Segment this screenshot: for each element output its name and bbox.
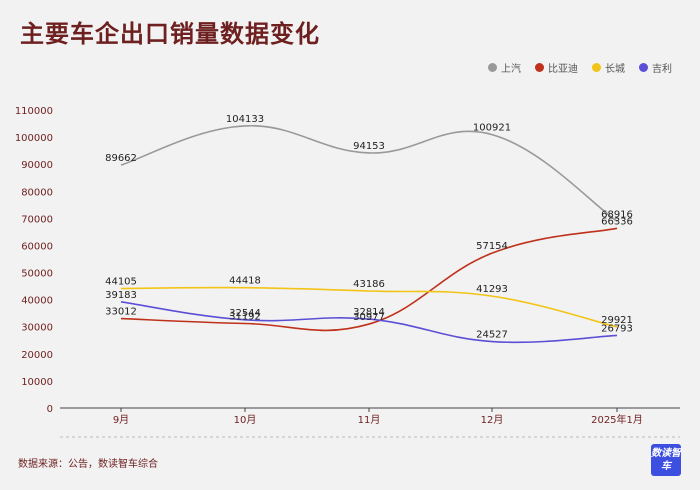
data-label: 66336 <box>601 216 633 227</box>
y-tick-label: 50000 <box>21 269 53 280</box>
data-label: 100921 <box>473 123 511 134</box>
legend-marker <box>488 63 497 72</box>
y-tick-label: 10000 <box>21 377 53 388</box>
x-tick-label: 11月 <box>358 414 381 426</box>
series-line-0 <box>120 125 618 222</box>
data-label: 32544 <box>229 308 261 319</box>
data-source-note: 数据来源：公告，数读智车综合 <box>18 459 158 470</box>
data-label: 24527 <box>476 330 508 341</box>
legend-label: 上汽 <box>501 64 521 75</box>
data-label: 29921 <box>601 315 633 326</box>
legend-label: 吉利 <box>652 64 672 75</box>
y-tick-label: 110000 <box>15 106 53 117</box>
data-label: 44418 <box>229 276 261 287</box>
data-label: 30977 <box>353 312 385 323</box>
data-label: 68916 <box>601 209 633 220</box>
legend-marker <box>535 63 544 72</box>
chart-title: 主要车企出口销量数据变化 <box>20 20 320 48</box>
y-tick-label: 0 <box>47 404 53 415</box>
y-tick-label: 90000 <box>21 160 53 171</box>
y-tick-label: 70000 <box>21 214 53 225</box>
legend-label: 比亚迪 <box>548 64 578 75</box>
legend-marker <box>639 63 648 72</box>
series-line-3 <box>120 301 618 344</box>
legend-item: 吉利 <box>639 60 672 75</box>
y-tick-label: 30000 <box>21 323 53 334</box>
x-tick-label: 12月 <box>481 414 504 426</box>
data-label: 94153 <box>353 141 385 152</box>
y-tick-label: 60000 <box>21 241 53 252</box>
y-tick-label: 80000 <box>21 187 53 198</box>
data-label: 57154 <box>476 241 508 252</box>
legend-marker <box>592 63 601 72</box>
legend-item: 长城 <box>592 60 625 75</box>
data-label: 31192 <box>229 311 261 322</box>
data-label: 89662 <box>105 153 137 164</box>
x-tick-label: 9月 <box>113 414 129 426</box>
x-tick-label: 10月 <box>234 414 257 426</box>
data-label: 41293 <box>476 284 508 295</box>
series-line-1 <box>120 227 618 332</box>
x-tick-label: 2025年1月 <box>591 413 643 426</box>
series-line-2 <box>120 286 618 328</box>
data-label: 104133 <box>226 114 264 125</box>
legend-item: 上汽 <box>488 60 521 75</box>
y-tick-label: 40000 <box>21 296 53 307</box>
chart-legend: 上汽 比亚迪 长城 吉利 <box>488 60 672 75</box>
legend-item: 比亚迪 <box>535 60 578 75</box>
data-label: 43186 <box>353 279 385 290</box>
data-label: 39183 <box>105 290 137 301</box>
data-label: 32814 <box>353 307 385 318</box>
data-label: 44105 <box>105 277 137 288</box>
data-label: 26793 <box>601 323 633 334</box>
data-label: 33012 <box>105 307 137 318</box>
y-tick-label: 20000 <box>21 350 53 361</box>
y-tick-label: 100000 <box>15 133 53 144</box>
legend-label: 长城 <box>605 64 625 75</box>
brand-logo: 数读智车 <box>651 444 681 476</box>
